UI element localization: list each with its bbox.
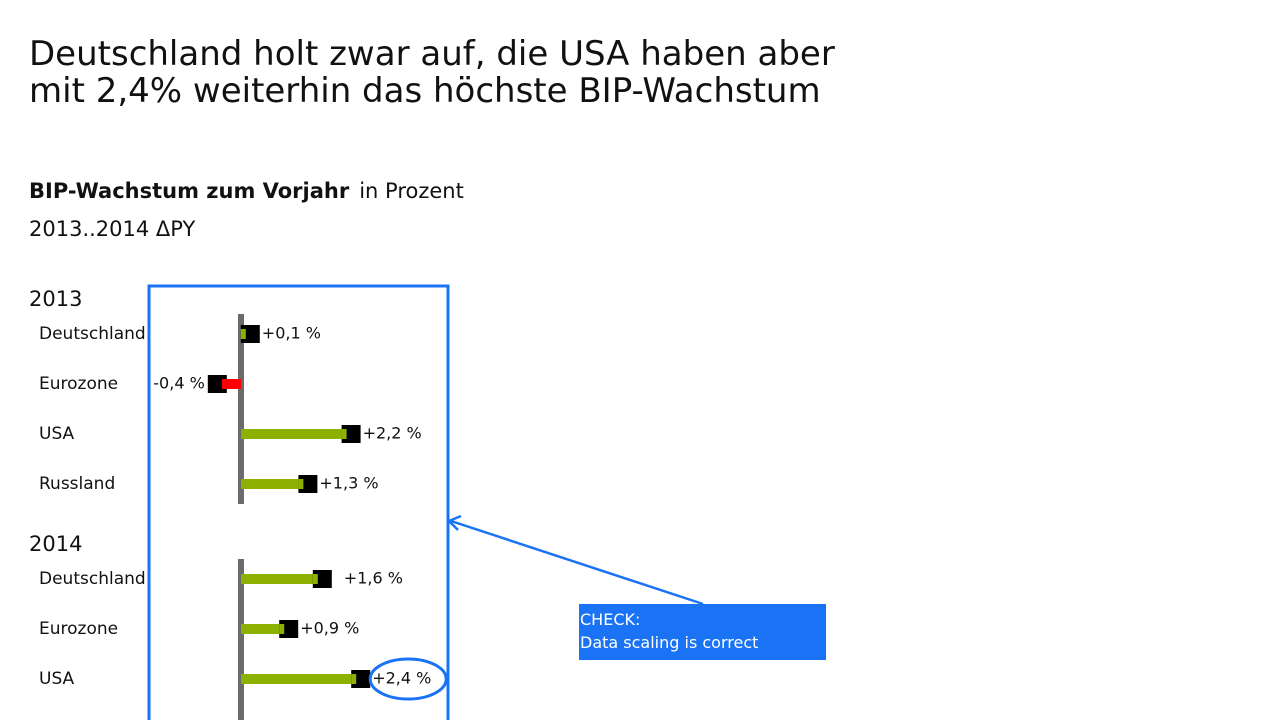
data-label-russland-2013: +1,3 % <box>319 474 378 493</box>
group-label-2014: 2014 <box>29 532 82 556</box>
data-label-eurozone-2014: +0,9 % <box>300 619 359 638</box>
bar-end-fill-deutschland-2014 <box>312 574 318 584</box>
bar-eurozone-2014 <box>241 624 285 634</box>
callout-title: CHECK: <box>580 610 641 629</box>
bar-end-fill-usa-2013 <box>341 429 347 439</box>
group-label-2013: 2013 <box>29 287 82 311</box>
category-label-russland-2013: Russland <box>39 474 115 494</box>
bar-eurozone-2013 <box>221 379 241 389</box>
bar-end-fill-eurozone-2013 <box>221 379 227 389</box>
data-label-eurozone-2013: -0,4 % <box>153 374 205 393</box>
data-label-deutschland-2013: +0,1 % <box>262 324 321 343</box>
category-label-deutschland-2014: Deutschland <box>39 569 146 589</box>
data-label-usa-2014: +2,4 % <box>372 669 431 688</box>
bar-usa-2013 <box>241 429 347 439</box>
category-label-deutschland-2013: Deutschland <box>39 324 146 344</box>
axis-line-2013 <box>238 314 244 504</box>
data-label-russland-2014: +0,6 % <box>286 719 345 720</box>
headline-line-1: Deutschland holt zwar auf, die USA haben… <box>29 34 835 74</box>
chart-title: BIP-Wachstum zum Vorjahr in Prozent <box>29 179 464 203</box>
headline: Deutschland holt zwar auf, die USA haben… <box>29 36 835 110</box>
callout-arrowhead <box>446 514 462 531</box>
headline-line-2: mit 2,4% weiterhin das höchste BIP-Wachs… <box>29 71 821 111</box>
chart-subtitle: 2013..2014 ΔPY <box>29 217 196 241</box>
category-label-eurozone-2013: Eurozone <box>39 374 118 394</box>
category-label-usa-2013: USA <box>39 424 75 444</box>
data-label-deutschland-2014: +1,6 % <box>344 569 403 588</box>
chart-title-unit: in Prozent <box>359 179 464 203</box>
highlight-frame <box>147 284 450 720</box>
chart-title-main: BIP-Wachstum zum Vorjahr <box>29 179 350 203</box>
bar-end-fill-eurozone-2014 <box>279 624 285 634</box>
callout-connector <box>450 519 704 606</box>
bar-end-fill-russland-2013 <box>298 479 304 489</box>
bar-end-fill-deutschland-2013 <box>240 329 246 339</box>
bar-russland-2013 <box>241 479 304 489</box>
category-label-eurozone-2014: Eurozone <box>39 619 118 639</box>
bar-end-fill-usa-2014 <box>351 674 357 684</box>
highlight-ellipse-usa-2014 <box>368 657 448 701</box>
bar-deutschland-2014 <box>241 574 318 584</box>
check-callout: CHECK: Data scaling is correct <box>579 604 826 660</box>
data-label-usa-2013: +2,2 % <box>363 424 422 443</box>
category-label-usa-2014: USA <box>39 669 75 689</box>
bar-usa-2014 <box>241 674 357 684</box>
axis-line-2014 <box>238 559 244 720</box>
callout-text: Data scaling is correct <box>580 633 759 652</box>
